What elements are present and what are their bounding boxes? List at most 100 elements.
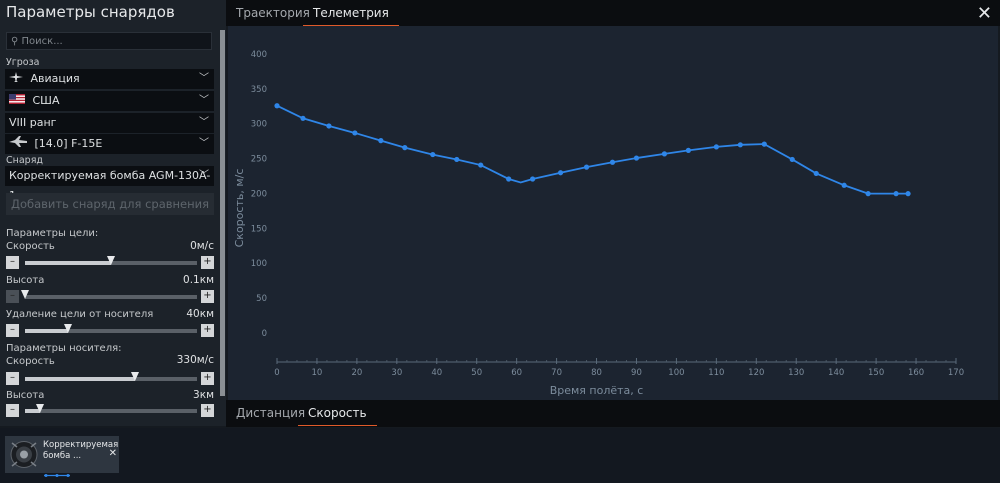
carrier-speed-label: Скорость xyxy=(6,356,55,367)
carrier-speed-slider[interactable] xyxy=(25,372,197,381)
slider-thumb[interactable] xyxy=(64,324,72,333)
search-input[interactable]: ⚲ Поиск... xyxy=(6,32,212,50)
speed-data-point xyxy=(506,176,512,182)
target-params-label: Параметры цели: xyxy=(6,228,99,239)
speed-data-point xyxy=(813,170,819,177)
panel-title: Параметры снарядов xyxy=(6,3,175,21)
tab-trajectory[interactable]: Траектория xyxy=(236,6,310,20)
speed-data-point xyxy=(841,182,847,188)
chevron-down-icon: ﹀ xyxy=(199,117,209,128)
rank-value: VIII ранг xyxy=(9,116,57,129)
x-tick-label: 30 xyxy=(391,368,402,378)
target-distance-slider[interactable] xyxy=(25,324,197,333)
speed-data-point xyxy=(352,130,358,136)
speed-data-point xyxy=(865,191,871,197)
carrier-params-label: Параметры носителя: xyxy=(6,343,122,354)
tab-speed[interactable]: Скорость xyxy=(298,400,377,426)
close-icon[interactable]: ✕ xyxy=(976,3,992,24)
target-distance-plus-button[interactable]: + xyxy=(201,324,214,337)
target-speed-slider[interactable] xyxy=(25,256,197,265)
carrier-altitude-slider[interactable] xyxy=(25,404,197,413)
slider-thumb[interactable] xyxy=(21,290,29,299)
speed-data-point xyxy=(893,191,899,197)
target-distance-value: 40км xyxy=(186,308,214,320)
slider-thumb[interactable] xyxy=(131,372,140,381)
x-tick-label: 40 xyxy=(431,368,442,378)
x-tick-label: 70 xyxy=(551,368,562,378)
target-speed-value: 0м/с xyxy=(190,240,214,252)
target-speed-plus-button[interactable]: + xyxy=(201,256,214,269)
carrier-speed-value: 330м/с xyxy=(176,354,214,366)
tab-distance[interactable]: Дистанция xyxy=(236,406,306,420)
y-tick-label: 350 xyxy=(251,85,267,95)
y-tick-label: 250 xyxy=(251,155,267,165)
threat-label: Угроза xyxy=(6,57,40,68)
x-tick-label: 140 xyxy=(828,368,844,378)
vehicle-select[interactable]: [14.0] F-15E ﹀ xyxy=(5,134,214,154)
target-altitude-plus-button[interactable]: + xyxy=(201,290,214,303)
remove-shell-icon[interactable]: ✕ xyxy=(108,448,117,459)
threat-select[interactable]: Авиация ﹀ xyxy=(5,69,214,89)
target-altitude-slider[interactable] xyxy=(21,290,197,299)
speed-data-point xyxy=(761,141,767,147)
chevron-down-icon: ﹀ xyxy=(199,95,209,106)
x-tick-label: 110 xyxy=(708,368,724,378)
y-tick-label: 50 xyxy=(256,294,267,304)
tab-telemetry[interactable]: Телеметрия xyxy=(303,0,399,26)
slider-thumb[interactable] xyxy=(107,256,115,265)
target-speed-label: Скорость xyxy=(6,241,55,252)
slider-thumb[interactable] xyxy=(36,404,45,413)
panel-scrollbar[interactable] xyxy=(220,30,225,396)
y-tick-label: 100 xyxy=(251,259,267,269)
bomb-icon xyxy=(9,439,39,474)
target-altitude-minus-button[interactable]: – xyxy=(6,290,19,303)
jet-icon xyxy=(9,134,27,154)
telemetry-chart: 0501001502002503003504004500102030405060… xyxy=(228,15,998,400)
speed-data-point xyxy=(326,123,332,129)
vehicle-value: [14.0] F-15E xyxy=(34,137,103,150)
target-speed-minus-button[interactable]: – xyxy=(6,256,19,269)
target-altitude-label: Высота xyxy=(6,275,45,286)
x-tick-label: 90 xyxy=(631,368,642,378)
x-tick-label: 160 xyxy=(908,368,924,378)
shell-label: Снаряд xyxy=(6,155,43,166)
chevron-down-icon: ﹀ xyxy=(199,73,209,84)
shell-select[interactable]: Корректируемая бомба AGM-130A-1 ﹀ xyxy=(5,166,214,202)
carrier-speed-plus-button[interactable]: + xyxy=(201,372,214,385)
carrier-altitude-minus-button[interactable]: – xyxy=(6,404,19,417)
shell-card[interactable]: Корректируемая бомба ... ✕ xyxy=(5,436,119,477)
shell-params-panel: Параметры снарядов ⚲ Поиск... Угроза Ави… xyxy=(0,0,226,426)
speed-data-point xyxy=(478,162,484,168)
speed-data-point xyxy=(557,170,564,176)
carrier-altitude-plus-button[interactable]: + xyxy=(201,404,214,417)
target-distance-label: Удаление цели от носителя xyxy=(6,309,154,320)
speed-data-point xyxy=(274,103,280,109)
x-tick-label: 20 xyxy=(351,368,362,378)
target-distance-minus-button[interactable]: – xyxy=(6,324,19,337)
chevron-down-icon: ﹀ xyxy=(199,170,209,181)
country-select[interactable]: США ﹀ xyxy=(5,91,214,111)
series-line-icon xyxy=(43,463,71,482)
speed-series-line xyxy=(276,104,909,195)
carrier-altitude-value: 3км xyxy=(193,389,214,401)
x-tick-label: 150 xyxy=(868,368,884,378)
add-shell-button[interactable]: Добавить снаряд для сравнения xyxy=(6,193,214,215)
speed-data-point xyxy=(661,151,668,157)
x-tick-label: 10 xyxy=(312,368,323,378)
plane-icon xyxy=(9,69,23,89)
x-axis-label: Время полёта, с xyxy=(550,384,644,397)
rank-select[interactable]: VIII ранг ﹀ xyxy=(5,113,214,133)
speed-data-point xyxy=(378,138,384,144)
speed-data-point xyxy=(530,176,536,182)
speed-data-point xyxy=(609,159,616,165)
speed-data-point xyxy=(430,151,436,158)
x-tick-label: 130 xyxy=(788,368,804,378)
target-altitude-value: 0.1км xyxy=(183,274,214,286)
x-tick-label: 100 xyxy=(668,368,684,378)
usa-flag-icon xyxy=(9,91,25,111)
speed-data-point xyxy=(737,142,743,148)
carrier-speed-minus-button[interactable]: – xyxy=(6,372,19,385)
speed-data-point xyxy=(789,156,795,163)
y-tick-label: 200 xyxy=(251,189,267,199)
speed-data-point xyxy=(713,144,719,150)
